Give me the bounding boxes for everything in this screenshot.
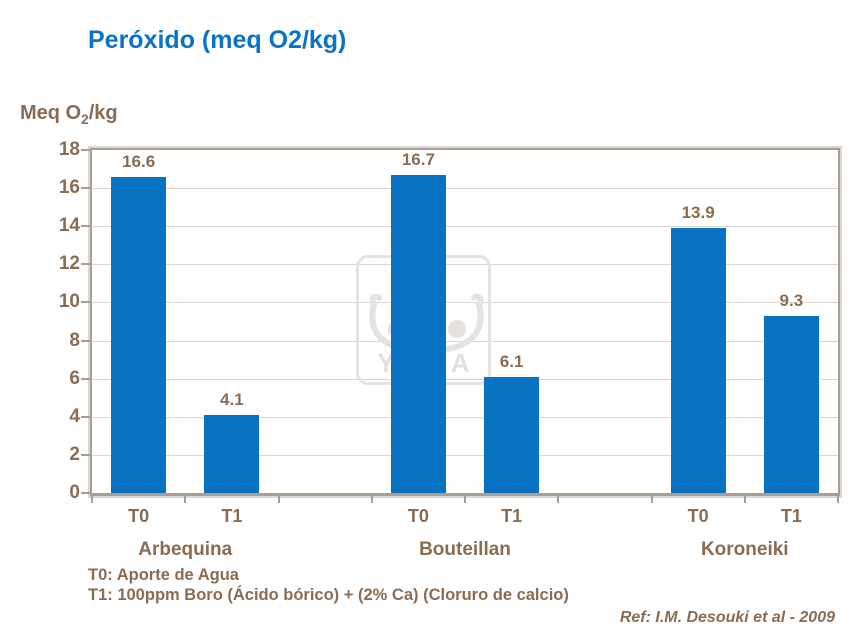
y-tick-label: 12 (58, 253, 80, 275)
y-tick-mark (81, 377, 90, 380)
gridline (92, 378, 838, 380)
group-label: Koroneiki (700, 539, 789, 560)
bar (204, 414, 260, 493)
x-tick-mark (557, 496, 560, 503)
y-tick-mark (81, 225, 90, 228)
footnote-t0: T0: Aporte de Agua (88, 566, 239, 584)
y-axis-title: Meq O2/kg (20, 102, 118, 127)
gridline (92, 226, 838, 228)
bar (670, 228, 726, 493)
y-tick-label: 14 (58, 215, 80, 237)
bar-value-label: 4.1 (220, 389, 244, 409)
x-tick-mark (370, 496, 373, 503)
y-tick-mark (81, 149, 90, 151)
bar-value-label: 6.1 (499, 351, 524, 371)
treatment-label: T0 (687, 506, 709, 526)
x-tick-mark (837, 496, 839, 503)
treatment-label: T1 (780, 506, 802, 526)
y-tick-label: 6 (69, 367, 80, 389)
y-tick-mark (81, 339, 90, 342)
bar-value-label: 13.9 (681, 203, 715, 223)
treatment-label: T0 (407, 506, 429, 526)
y-axis-title-sub: 2 (81, 112, 89, 127)
gridline (92, 264, 838, 266)
y-tick-mark (81, 301, 90, 304)
plot-area: YARA 16.64.116.76.113.99.3 (90, 148, 840, 496)
y-tick-label: 2 (69, 443, 80, 465)
bar-value-label: 16.6 (122, 151, 156, 171)
x-tick-mark (91, 496, 93, 503)
bar (111, 176, 167, 493)
bar (763, 315, 819, 493)
y-tick-label: 10 (58, 291, 80, 313)
bar-value-label: 9.3 (779, 290, 804, 310)
treatment-label: T0 (128, 506, 150, 526)
bar-value-label: 16.7 (401, 149, 435, 169)
gridline (92, 302, 838, 304)
y-axis-title-pre: Meq O (20, 102, 82, 124)
treatment-label: T1 (501, 506, 523, 526)
x-tick-mark (277, 496, 280, 503)
x-tick-mark (464, 496, 466, 503)
y-tick-label: 0 (69, 482, 80, 503)
x-tick-mark (184, 496, 187, 503)
reference-citation: Ref: I.M. Desouki et al - 2009 (619, 609, 835, 626)
x-tick-mark (650, 496, 653, 503)
group-label: Bouteillan (419, 539, 511, 560)
page-title: Peróxido (meq O2/kg) (88, 26, 347, 54)
footnote-t1: T1: 100ppm Boro (Ácido bórico) + (2% Ca)… (88, 586, 569, 604)
y-tick-mark (81, 187, 90, 190)
y-tick-mark (81, 453, 90, 456)
bar (484, 376, 540, 493)
bar (390, 174, 446, 493)
y-tick-label: 8 (69, 329, 80, 351)
y-tick-label: 18 (58, 139, 80, 160)
gridline (92, 188, 838, 190)
y-tick-label: 4 (69, 405, 80, 427)
group-label: Arbequina (138, 539, 233, 560)
y-tick-mark (81, 492, 90, 494)
treatment-label: T1 (221, 506, 243, 526)
y-tick-mark (81, 415, 90, 418)
y-axis-title-post: /kg (88, 102, 118, 124)
y-tick-mark (81, 263, 90, 266)
x-tick-mark (743, 496, 746, 503)
y-tick-label: 16 (58, 177, 80, 199)
gridline (92, 454, 838, 456)
gridline (92, 416, 838, 418)
